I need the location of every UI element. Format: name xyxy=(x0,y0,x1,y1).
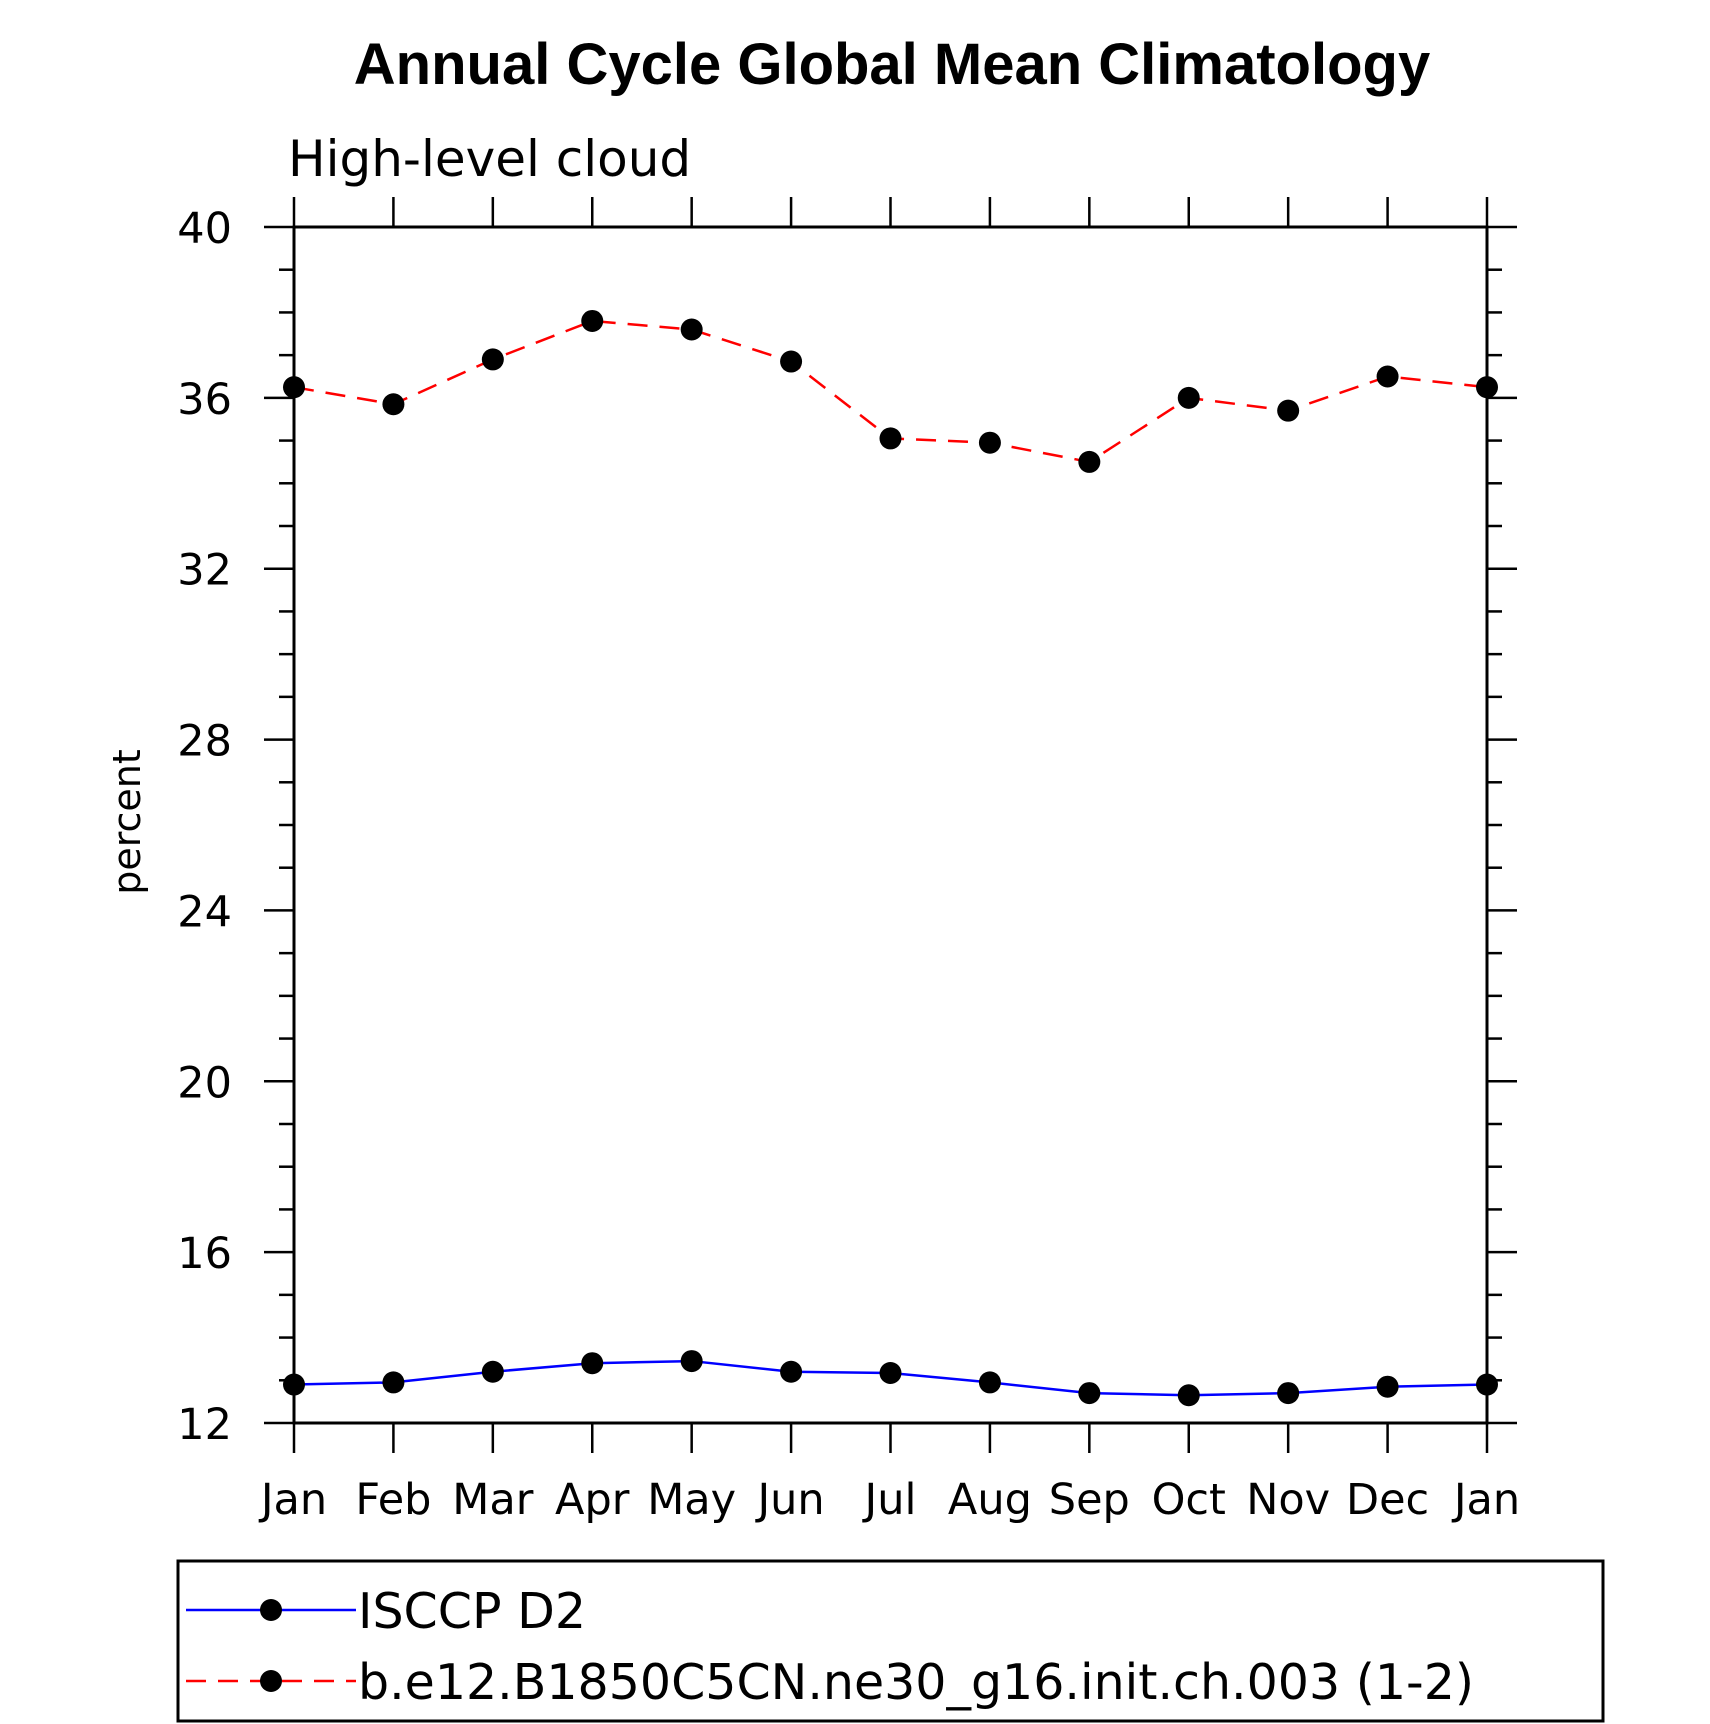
data-point xyxy=(481,1360,504,1383)
data-point xyxy=(1177,386,1200,409)
x-tick-label: Jun xyxy=(754,1475,824,1525)
y-tick-label: 16 xyxy=(177,1229,232,1279)
data-point xyxy=(1177,1384,1200,1407)
legend-box xyxy=(176,1559,1605,1723)
y-tick-label: 28 xyxy=(177,717,232,767)
data-point xyxy=(581,1352,604,1375)
data-point xyxy=(680,1350,703,1373)
x-tick-label: Apr xyxy=(555,1475,630,1525)
y-tick-label: 36 xyxy=(177,375,232,425)
y-tick-label: 12 xyxy=(177,1400,232,1450)
x-tick-label: Sep xyxy=(1049,1475,1130,1525)
series-layer xyxy=(283,309,1498,1407)
chart-title: Annual Cycle Global Mean Climatology xyxy=(354,32,1430,97)
x-tick-label: Jul xyxy=(862,1475,917,1525)
data-point xyxy=(1476,1373,1498,1396)
data-point xyxy=(481,348,504,371)
data-point xyxy=(581,309,604,332)
x-tick-label: Oct xyxy=(1152,1475,1226,1525)
y-tick-label: 32 xyxy=(177,546,232,596)
data-point xyxy=(283,376,305,399)
data-point xyxy=(283,1373,305,1396)
data-point xyxy=(1376,365,1399,388)
legend-marker xyxy=(260,1670,282,1692)
legend-marker xyxy=(260,1599,282,1621)
data-point xyxy=(978,431,1001,454)
data-point xyxy=(780,350,803,373)
legend-label: b.e12.B1850C5CN.ne30_g16.init.ch.003 (1-… xyxy=(358,1654,1474,1711)
data-point xyxy=(1078,1382,1101,1405)
data-point xyxy=(1277,399,1300,422)
y-axis-label: percent xyxy=(105,749,149,895)
data-point xyxy=(879,1362,902,1385)
x-tick-label: Aug xyxy=(948,1475,1032,1525)
data-point xyxy=(1476,376,1498,399)
data-point xyxy=(978,1371,1001,1394)
axis-ticks: 12 16 20 24 28 32 36 40 Jan Feb Mar Apr May Jun Jul Aug… xyxy=(177,197,1520,1525)
y-tick-label: 40 xyxy=(177,204,232,254)
data-point xyxy=(382,1371,405,1394)
plot-frame xyxy=(292,225,1489,1425)
legend-label: ISCCP D2 xyxy=(358,1583,586,1640)
legend: ISCCP D2 b.e12.B1850C5CN.ne30_g16.init.ch… xyxy=(176,1559,1605,1723)
data-point xyxy=(780,1360,803,1383)
x-tick-label: Jan xyxy=(258,1475,327,1525)
data-point xyxy=(382,393,405,416)
x-tick-label: Nov xyxy=(1246,1475,1330,1525)
data-point xyxy=(1277,1382,1300,1405)
chart-subtitle: High-level cloud xyxy=(288,130,691,188)
y-tick-label: 24 xyxy=(177,887,232,937)
data-point xyxy=(879,427,902,450)
data-point xyxy=(680,318,703,341)
x-tick-label: Mar xyxy=(452,1475,533,1525)
y-tick-label: 20 xyxy=(177,1058,232,1108)
x-tick-label: May xyxy=(647,1475,736,1525)
data-point xyxy=(1376,1375,1399,1398)
x-tick-label: Dec xyxy=(1346,1475,1429,1525)
x-tick-label: Feb xyxy=(355,1475,431,1525)
x-tick-label: Jan xyxy=(1451,1475,1520,1525)
data-point xyxy=(1078,450,1101,473)
